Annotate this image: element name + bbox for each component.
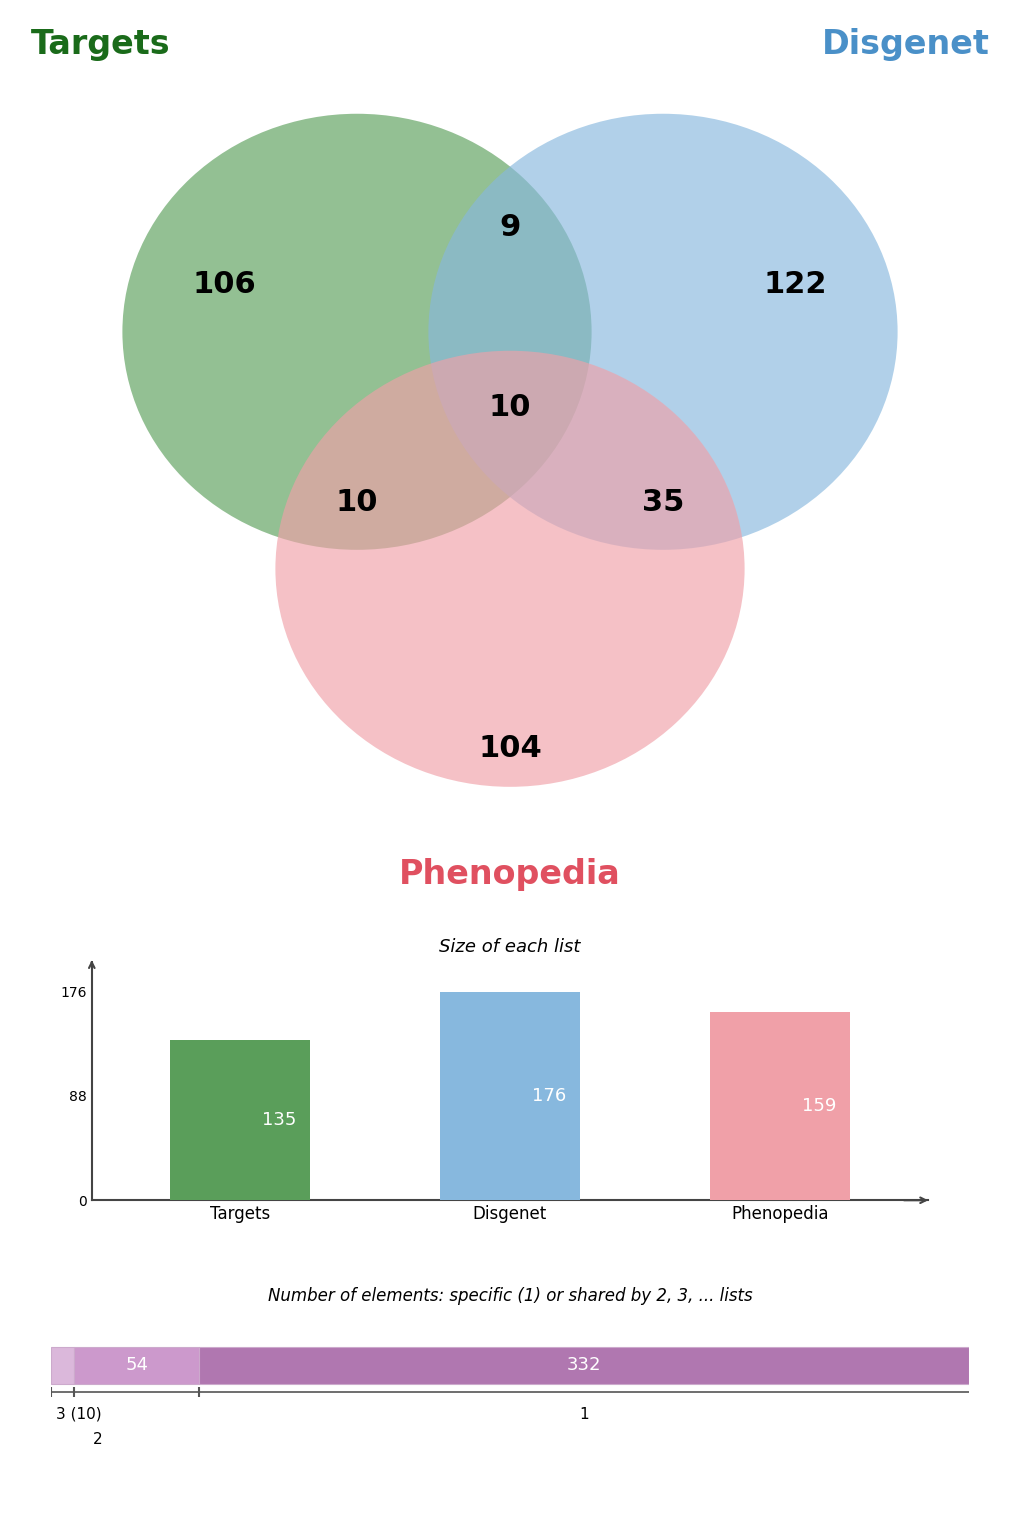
Bar	[74, 1347, 199, 1384]
Circle shape	[428, 113, 897, 550]
Text: 10: 10	[335, 488, 378, 517]
Text: Targets: Targets	[31, 29, 170, 61]
Text: Disgenet: Disgenet	[820, 29, 988, 61]
Circle shape	[275, 350, 744, 787]
Text: 122: 122	[763, 271, 826, 298]
Text: 104: 104	[478, 734, 541, 763]
Circle shape	[122, 113, 591, 550]
Bar	[709, 1012, 849, 1200]
Title: Size of each list: Size of each list	[439, 939, 580, 956]
Bar	[170, 1040, 310, 1200]
Text: 159: 159	[801, 1098, 836, 1115]
Text: 106: 106	[193, 271, 256, 298]
Text: 9: 9	[499, 213, 520, 242]
Text: 1: 1	[579, 1407, 588, 1422]
Text: 135: 135	[262, 1112, 297, 1130]
Text: 35: 35	[641, 488, 684, 517]
Text: 2: 2	[93, 1431, 102, 1446]
Text: 10: 10	[488, 393, 531, 422]
Text: 332: 332	[567, 1356, 601, 1375]
Text: 54: 54	[125, 1356, 148, 1375]
Title: Number of elements: specific (1) or shared by 2, 3, ... lists: Number of elements: specific (1) or shar…	[267, 1287, 752, 1306]
Bar	[439, 992, 580, 1200]
Bar	[51, 1347, 74, 1384]
Text: Phenopedia: Phenopedia	[398, 858, 621, 891]
Text: 3 (10): 3 (10)	[56, 1407, 101, 1422]
Bar	[199, 1347, 968, 1384]
Text: 176: 176	[532, 1087, 567, 1105]
